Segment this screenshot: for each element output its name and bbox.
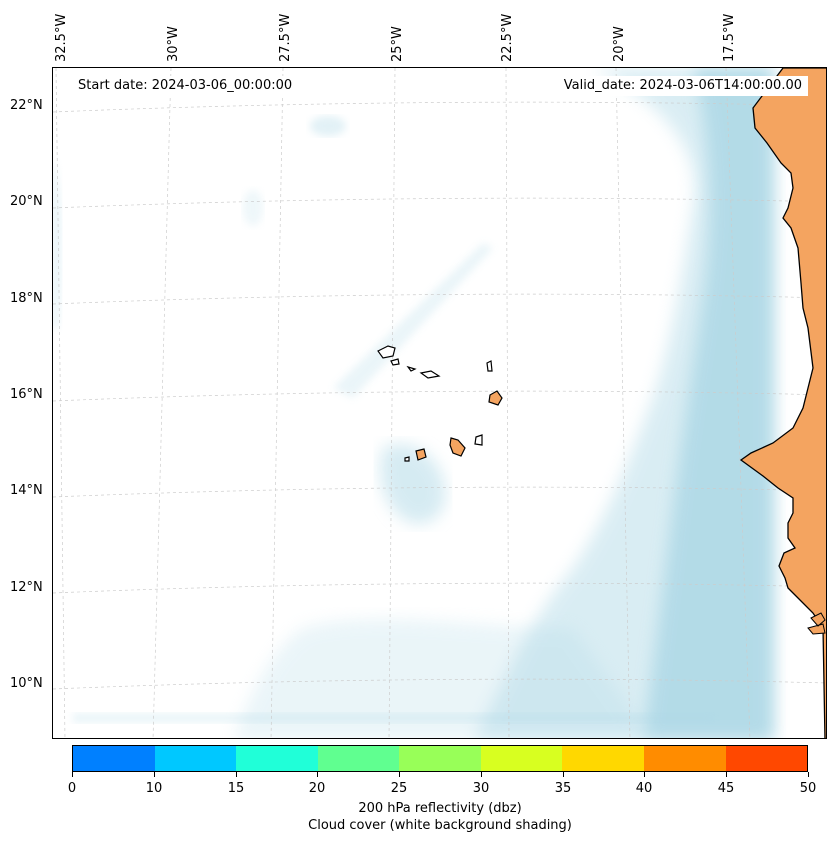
lon-label-20w: 20°W <box>612 26 627 62</box>
colorbar-tick-label: 20 <box>308 781 326 796</box>
colorbar-tick-label: 35 <box>554 781 572 796</box>
colorbar-segment-8 <box>725 746 808 771</box>
colorbar-segment-5 <box>480 746 563 771</box>
colorbar-tick-mark <box>72 772 73 777</box>
colorbar-segment-2 <box>236 746 318 771</box>
lat-label-18n: 18°N <box>10 291 43 306</box>
colorbar-tick-mark <box>644 772 645 777</box>
lat-label-10n: 10°N <box>10 676 43 691</box>
map-frame <box>52 67 827 739</box>
colorbar-sublabel: Cloud cover (white background shading) <box>308 818 572 833</box>
colorbar-tick-label: 45 <box>717 781 735 796</box>
lon-label-30w: 30°W <box>166 26 181 62</box>
lat-label-20n: 20°N <box>10 194 43 209</box>
colorbar-tick-mark <box>481 772 482 777</box>
colorbar-label: 200 hPa reflectivity (dbz) <box>358 801 522 816</box>
colorbar-tick-mark <box>808 772 809 777</box>
start-date-label: Start date: 2024-03-06_00:00:00 <box>72 76 299 96</box>
lon-label-27-5w: 27.5°W <box>278 13 293 62</box>
colorbar-tick-mark <box>726 772 727 777</box>
cloud-cover-shading <box>53 68 773 738</box>
cape-verde-islands <box>377 345 503 462</box>
lat-label-22n: 22°N <box>10 98 43 113</box>
graticule <box>53 68 826 738</box>
colorbar-segment-3 <box>317 746 400 771</box>
valid-date-label: Valid_date: 2024-03-06T14:00:00.00 <box>557 76 808 96</box>
colorbar <box>72 745 808 772</box>
colorbar-segment-6 <box>562 746 644 771</box>
colorbar-tick-label: 15 <box>227 781 245 796</box>
colorbar-tick-mark <box>399 772 400 777</box>
map-canvas <box>53 68 826 738</box>
colorbar-tick-mark <box>154 772 155 777</box>
africa-land <box>739 68 826 738</box>
colorbar-tick-label: 40 <box>635 781 653 796</box>
colorbar-tick-label: 0 <box>67 781 77 796</box>
lon-label-25w: 25°W <box>390 26 405 62</box>
colorbar-tick-label: 25 <box>390 781 408 796</box>
colorbar-tick-label: 50 <box>799 781 817 796</box>
lat-label-12n: 12°N <box>10 580 43 595</box>
lat-label-16n: 16°N <box>10 387 43 402</box>
colorbar-tick-mark <box>236 772 237 777</box>
colorbar-tick-label: 10 <box>145 781 163 796</box>
colorbar-segment-4 <box>399 746 481 771</box>
colorbar-tick-mark <box>317 772 318 777</box>
guinea-bissau-islands <box>807 612 826 635</box>
colorbar-tick-label: 30 <box>472 781 490 796</box>
lon-label-22-5w: 22.5°W <box>500 13 515 62</box>
colorbar-segment-1 <box>154 746 237 771</box>
colorbar-tick-mark <box>563 772 564 777</box>
lon-label-32-5w: 32.5°W <box>54 13 69 62</box>
lon-label-17-5w: 17.5°W <box>722 13 737 62</box>
colorbar-segment-7 <box>643 746 726 771</box>
lat-label-14n: 14°N <box>10 483 43 498</box>
colorbar-segment-0 <box>73 746 155 771</box>
